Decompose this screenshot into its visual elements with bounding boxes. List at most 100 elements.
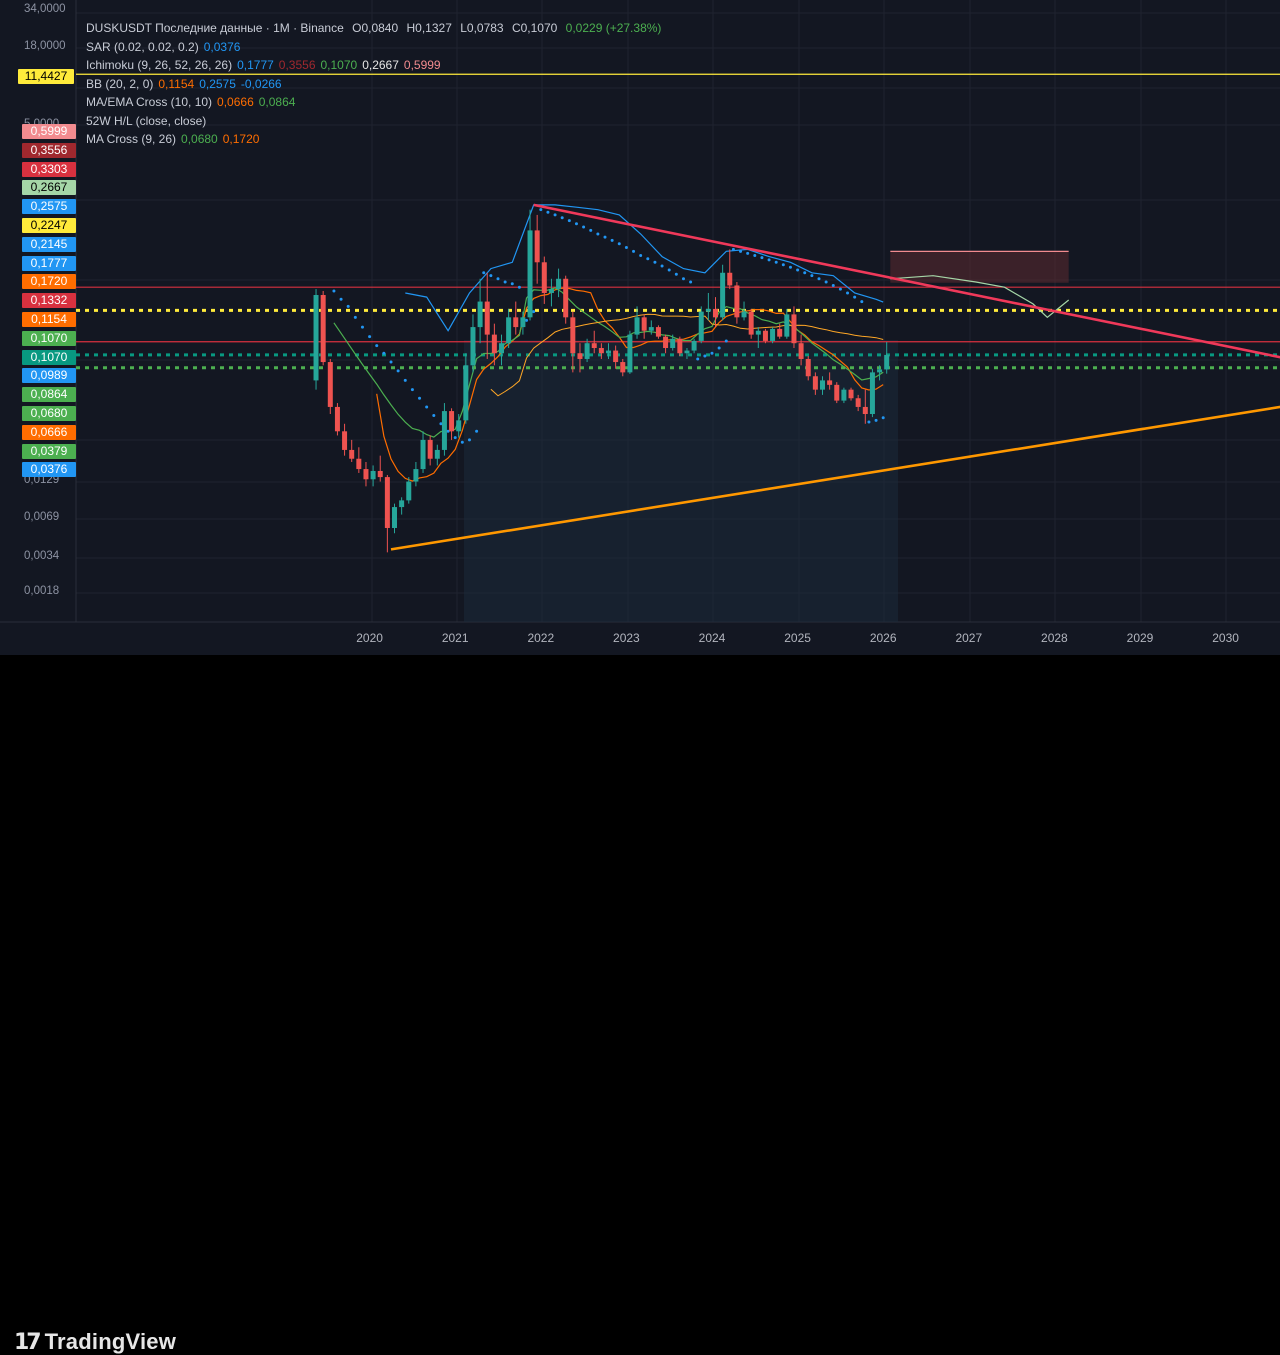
candle-body — [606, 350, 611, 354]
candle — [598, 343, 604, 359]
candle — [491, 323, 497, 366]
candle-body — [691, 340, 697, 351]
ohlc-low: L0,0783 — [460, 21, 504, 35]
sar-dot — [838, 287, 842, 291]
candle-body — [377, 470, 383, 478]
candle — [634, 306, 640, 339]
candle-body — [627, 334, 633, 373]
sar-dot — [460, 440, 464, 444]
sar-dot — [346, 304, 350, 308]
candle — [705, 292, 711, 321]
candle — [877, 365, 883, 381]
candle-body — [491, 334, 497, 354]
candle — [834, 382, 840, 404]
candle — [677, 336, 683, 357]
candle — [805, 356, 811, 381]
sar-dot — [753, 253, 757, 257]
resistance-trendline — [533, 203, 1280, 359]
candle — [620, 358, 626, 377]
candle — [641, 314, 647, 339]
sar-dot — [517, 285, 521, 289]
range-shading — [464, 340, 898, 622]
sar-dot — [360, 325, 364, 329]
candle-body — [320, 295, 326, 363]
candle-body — [427, 439, 433, 459]
value-badge: 0,0379 — [22, 443, 76, 459]
price-tick-label: 34,0000 — [24, 3, 66, 15]
candle-body — [855, 398, 861, 407]
candle — [541, 256, 547, 304]
tradingview-logo[interactable]: 17 TradingView — [14, 1329, 176, 1355]
candle-body — [541, 262, 547, 293]
chart-panel[interactable]: DUSKUSDT Последние данные · 1M · Binance… — [0, 0, 1280, 655]
indicator-legend-row[interactable]: 52W H/L (close, close) — [86, 112, 666, 131]
candle-body — [499, 343, 504, 354]
sar-dot — [874, 418, 878, 422]
sar-dot — [639, 253, 643, 257]
indicator-legend-row[interactable]: MA/EMA Cross (10, 10) 0,0666 0,0864 — [86, 93, 666, 112]
candle-body — [556, 278, 562, 290]
sar-dot — [375, 344, 379, 348]
indicator-legend-row[interactable]: BB (20, 2, 0) 0,1154 0,2575 -0,0266 — [86, 75, 666, 94]
candle-body — [877, 369, 883, 373]
candle-body — [777, 328, 783, 337]
candle — [606, 343, 611, 359]
indicator-legend-row[interactable]: Ichimoku (9, 26, 52, 26, 26) 0,1777 0,3556… — [86, 56, 666, 75]
ohlc-change: 0,0229 (+27.38%) — [565, 21, 662, 35]
candle — [655, 325, 661, 339]
candle-body — [791, 314, 797, 344]
candle-body — [506, 317, 512, 344]
sar-dot — [596, 232, 600, 236]
candle-body — [420, 439, 426, 470]
ohlc-open: O0,0840 — [352, 21, 399, 35]
sar-dot — [432, 414, 436, 418]
ohlc-high: H0,1327 — [406, 21, 452, 35]
sar-dot — [574, 222, 578, 226]
time-tick-label: 2026 — [869, 631, 897, 645]
indicator-value: 0,0864 — [258, 95, 296, 109]
candle-body — [392, 507, 397, 528]
value-badge: 0,0376 — [22, 462, 76, 478]
candle-body — [770, 328, 776, 341]
sar-dot — [717, 346, 721, 350]
candle-body — [334, 406, 340, 432]
candle-body — [784, 314, 790, 337]
indicator-value: 0,1070 — [320, 58, 358, 72]
candle — [563, 275, 569, 324]
candle-body — [584, 343, 590, 359]
candle-body — [741, 311, 747, 318]
indicator-value: 0,1777 — [237, 58, 274, 72]
indicator-legend-row[interactable]: MA Cross (9, 26) 0,0680 0,1720 — [86, 130, 666, 149]
value-badge: 0,2145 — [22, 236, 76, 252]
sar-dot — [810, 274, 814, 278]
candle-body — [834, 384, 840, 401]
symbol-header[interactable]: DUSKUSDT Последние данные · 1M · Binance… — [86, 19, 666, 38]
candle — [663, 334, 669, 354]
price-plot[interactable] — [0, 0, 1280, 655]
candle — [791, 306, 797, 349]
sar-dot — [632, 249, 636, 253]
indicator-legend-row[interactable]: SAR (0.02, 0.02, 0.2) 0,0376 — [86, 38, 666, 57]
sar-dot — [731, 247, 735, 251]
candle — [855, 394, 861, 412]
sar-dot — [696, 357, 700, 361]
candle-body — [841, 389, 847, 401]
value-badge: 0,1720 — [22, 274, 76, 290]
value-badge: 0,2667 — [22, 180, 76, 196]
candle-body — [862, 406, 868, 415]
candles — [313, 209, 890, 553]
candle-body — [762, 330, 768, 341]
indicator-name: 52W H/L (close, close) — [86, 113, 207, 128]
candle — [884, 341, 890, 374]
indicator-name: MA/EMA Cross (10, 10) — [86, 95, 213, 109]
candle-body — [655, 327, 661, 337]
candle — [584, 338, 590, 363]
candle — [377, 455, 383, 482]
candle — [441, 403, 447, 456]
candle-body — [449, 411, 455, 432]
candle-body — [477, 301, 483, 328]
sar-dot — [610, 238, 614, 242]
sar-dot — [410, 388, 414, 392]
indicator-value: 0,2575 — [199, 76, 236, 91]
symbol-line: DUSKUSDT Последние данные · 1M · Binance — [86, 21, 344, 35]
